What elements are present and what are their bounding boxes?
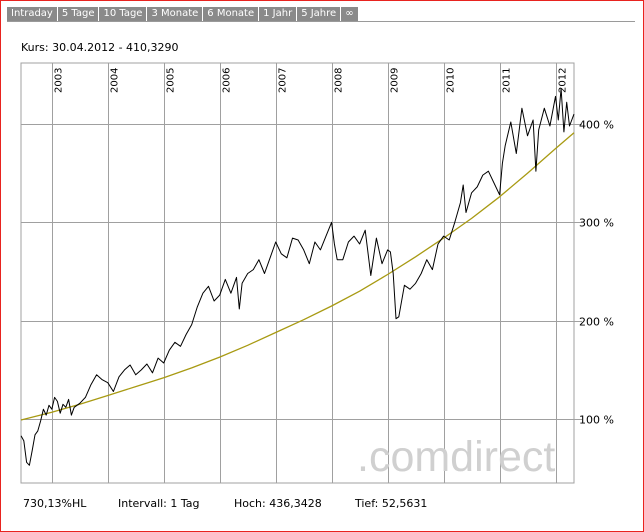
tab-6-monate[interactable]: 6 Monate — [203, 7, 259, 21]
grid-layer — [20, 62, 582, 484]
tabbar-divider — [7, 21, 635, 22]
tab-5-jahre[interactable]: 5 Jahre — [297, 7, 341, 21]
plot-area-border — [20, 62, 575, 484]
series-layer — [20, 88, 575, 466]
comdirect-watermark: .comdirect — [357, 433, 555, 481]
x-tick-label: 2008 — [334, 68, 345, 93]
x-tick-label: 2009 — [390, 68, 401, 93]
y-tick-labels: 100 % 200 % 300 % 400 % — [579, 119, 614, 427]
tab-max-infinity[interactable]: ∞ — [341, 7, 358, 21]
x-tick-label: 2010 — [446, 68, 457, 93]
footer-hl: 730,13%HL — [23, 497, 87, 510]
price-line — [20, 88, 575, 466]
timeframe-tabs: Intraday 5 Tage 10 Tage 3 Monate 6 Monat… — [7, 7, 358, 21]
x-tick-label: 2007 — [278, 68, 289, 93]
footer-interval: Intervall: 1 Tag — [118, 497, 200, 510]
x-tick-label: 2012 — [558, 68, 569, 93]
y-tick-label: 200 % — [579, 316, 614, 329]
x-tick-labels: 2003 2004 2005 2006 2007 2008 2009 2010 2011 2012 — [54, 68, 569, 93]
price-info-label: Kurs: 30.04.2012 - 410,3290 — [21, 41, 179, 54]
y-tick-label: 400 % — [579, 119, 614, 132]
x-tick-label: 2006 — [222, 68, 233, 93]
x-tick-label: 2004 — [110, 68, 121, 93]
x-tick-label: 2011 — [502, 68, 513, 93]
trend-line — [20, 132, 575, 421]
price-chart: 100 %200 %300 %400 % 2003 2004 2005 2006 200… — [20, 62, 614, 484]
chart-footer: 730,13%HL Intervall: 1 Tag Hoch: 436,342… — [23, 497, 427, 510]
x-tick-label: 2003 — [54, 68, 65, 93]
y-tick-label: 300 % — [579, 217, 614, 230]
tab-3-monate[interactable]: 3 Monate — [147, 7, 203, 21]
footer-low: Tief: 52,5631 — [355, 497, 428, 510]
y-tick-label: 100 % — [579, 414, 614, 427]
footer-high: Hoch: 436,3428 — [234, 497, 322, 510]
tab-1-jahr[interactable]: 1 Jahr — [259, 7, 297, 21]
tab-intraday[interactable]: Intraday — [7, 7, 57, 21]
x-tick-label: 2005 — [166, 68, 177, 93]
tab-5-tage[interactable]: 5 Tage — [57, 7, 99, 21]
tab-10-tage[interactable]: 10 Tage — [99, 7, 147, 21]
